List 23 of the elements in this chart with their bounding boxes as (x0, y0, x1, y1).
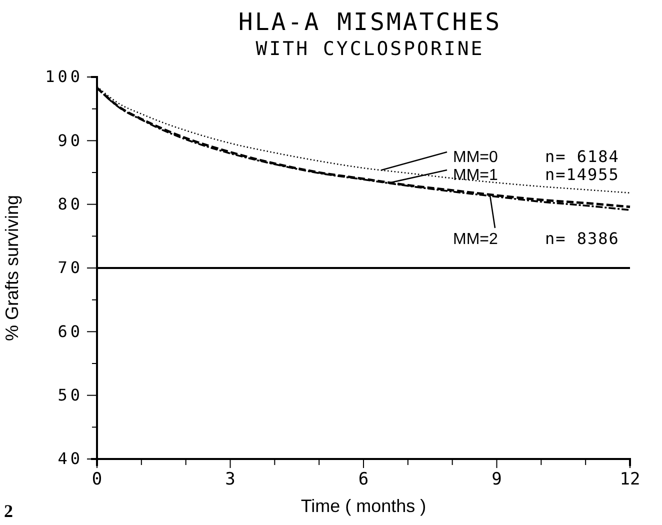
x-axis-title: Time ( months ) (300, 496, 426, 516)
y-tick-label: 60 (58, 322, 83, 341)
x-tick-label: 3 (225, 469, 236, 490)
y-tick-label: 50 (58, 385, 83, 404)
y-tick-label: 70 (58, 258, 83, 278)
y-tick-label: 80 (58, 194, 83, 214)
legend-label: MM=1 (453, 167, 498, 184)
y-tick-label: 90 (58, 130, 83, 150)
y-tick-label: 40 (58, 449, 83, 468)
text: 2 (4, 501, 13, 521)
annotation: n= 8386 (545, 229, 620, 248)
x-tick-label: 0 (92, 469, 102, 490)
legend-label: MM=0 (453, 149, 498, 166)
x-tick-label: 9 (492, 469, 502, 490)
y-tick-label: 100 (45, 67, 83, 86)
x-tick-label: 6 (358, 469, 369, 490)
annotation: n= 6184 (545, 147, 620, 166)
y-axis-title: % Grafts surviving (2, 194, 22, 342)
x-tick-label: 12 (620, 469, 640, 490)
text: MM=2 (453, 231, 498, 248)
chart-subtitle: WITH CYCLOSPORINE (256, 38, 484, 60)
chart-title: HLA-A MISMATCHES (238, 8, 502, 36)
annotation: n=14955 (545, 165, 620, 184)
